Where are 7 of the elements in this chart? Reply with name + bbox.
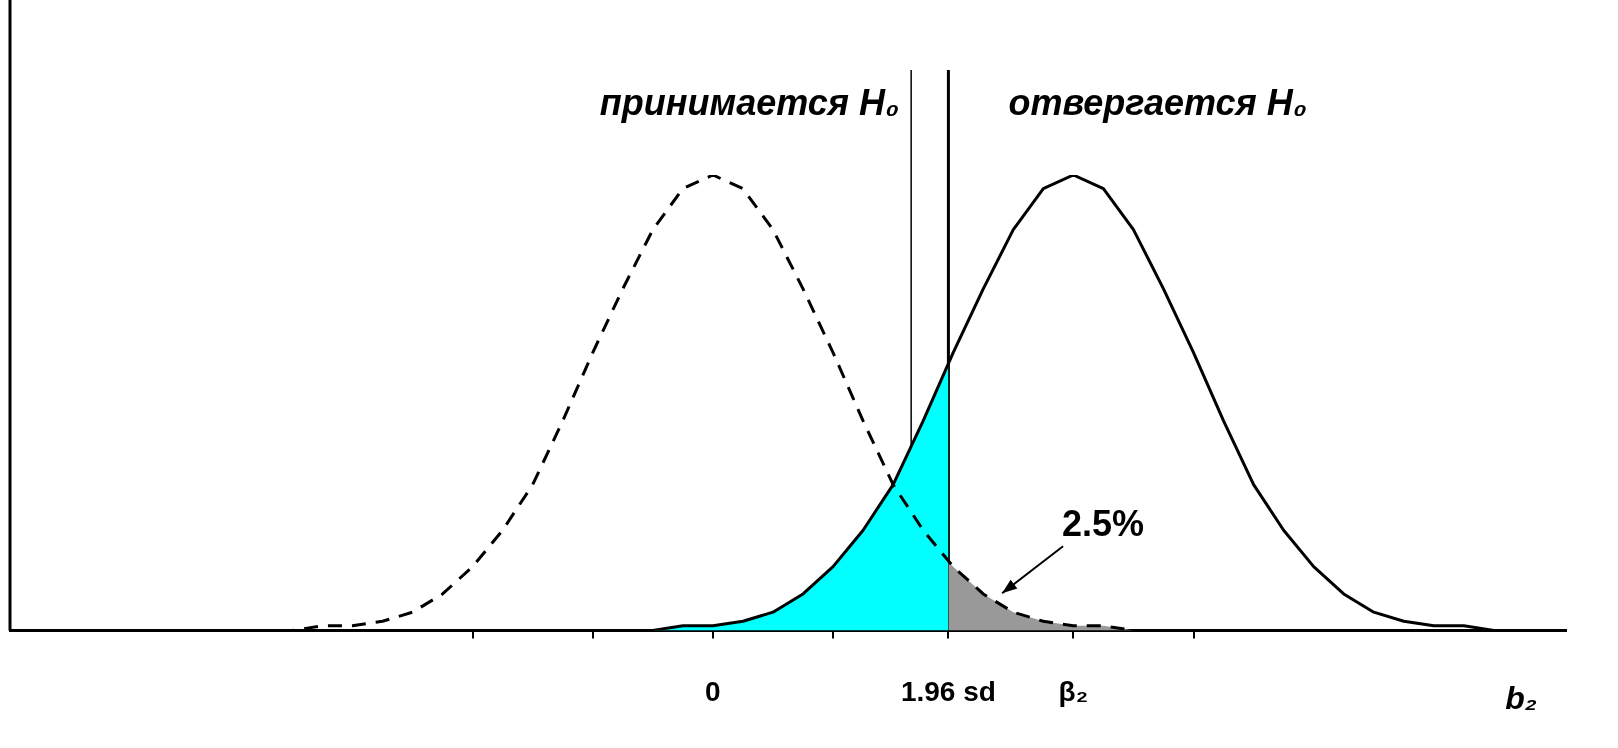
x-axis-title: b₂	[1505, 679, 1537, 716]
ref-line-label: отвергается H₀	[1008, 81, 1308, 123]
annotation: 2.5%	[1062, 503, 1145, 545]
ref-line-label: принимается H₀	[599, 81, 900, 123]
x-tick-label: β₂	[1058, 675, 1089, 707]
x-tick-label: 1.96 sd	[900, 675, 996, 707]
x-tick-label: 0	[705, 675, 721, 707]
